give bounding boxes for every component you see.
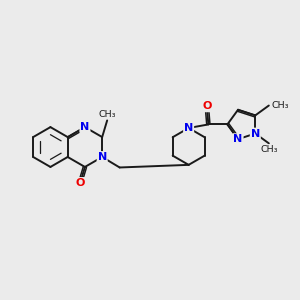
Text: CH₃: CH₃ (271, 101, 289, 110)
Text: CH₃: CH₃ (98, 110, 116, 118)
Text: N: N (233, 134, 243, 144)
Text: N: N (184, 123, 193, 133)
Text: N: N (251, 128, 260, 139)
Text: O: O (202, 101, 212, 111)
Text: CH₃: CH₃ (261, 145, 278, 154)
Text: O: O (75, 178, 85, 188)
Text: N: N (98, 152, 107, 162)
Text: N: N (80, 122, 89, 132)
